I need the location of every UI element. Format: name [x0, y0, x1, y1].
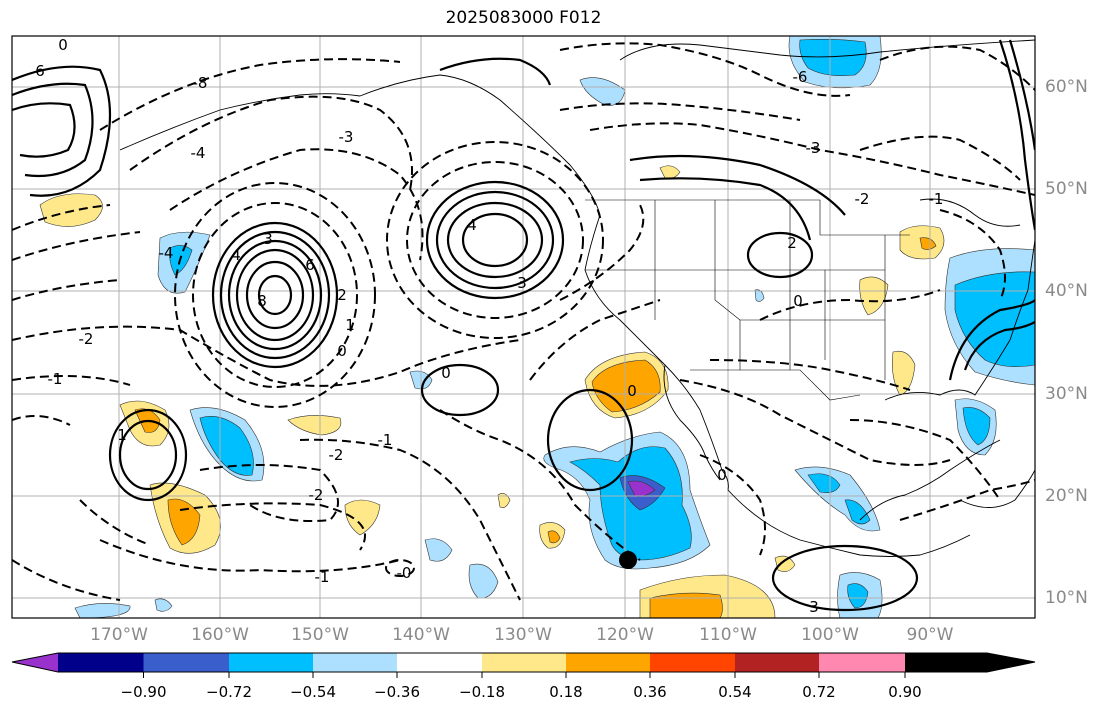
- colorbar-tick-label: 0.18: [549, 683, 583, 701]
- lat-label: 30°N: [1045, 384, 1088, 404]
- contour-label: -2: [79, 330, 94, 348]
- graticule: [12, 36, 1035, 618]
- contour-label: 4: [467, 216, 477, 234]
- lon-label: 150°W: [291, 625, 349, 645]
- contour-label: 1: [117, 426, 127, 444]
- colorbar-tick-label: 0.90: [888, 683, 922, 701]
- contour-label: -2: [329, 446, 344, 464]
- contour-label: 8: [257, 292, 267, 310]
- contour-label: 3: [809, 598, 819, 616]
- lon-label: 120°W: [596, 625, 654, 645]
- lat-label: 20°N: [1045, 486, 1088, 506]
- contour-label: 0: [717, 466, 727, 484]
- contour-label: 4: [231, 246, 241, 264]
- contour-label: 0: [627, 382, 637, 400]
- colorbar-tick-label: 0.36: [633, 683, 667, 701]
- shaded-anomalies: [39, 36, 1035, 618]
- colorbar-extend-high: [905, 653, 1035, 672]
- contour-label: -1: [378, 431, 393, 449]
- contour-label: -6: [793, 68, 808, 86]
- positive-contours: [12, 39, 1035, 612]
- contour-label: -3: [806, 139, 821, 157]
- contour-labels: 8 6 4 3 2 1 0 -1 -2 -3 -4 -6 -8 0 3 4 6 …: [35, 36, 943, 616]
- lon-label: 160°W: [191, 625, 249, 645]
- contour-label: 0: [337, 342, 347, 360]
- contour-label: -2: [855, 190, 870, 208]
- contour-label: 6: [305, 256, 315, 274]
- contour-label: 2: [337, 286, 347, 304]
- state-borders: [585, 199, 910, 401]
- lat-label: 60°N: [1045, 77, 1088, 97]
- contour-label: 3: [517, 274, 527, 292]
- colorbar-tick-label: −0.18: [459, 683, 505, 701]
- colorbar-bin: [229, 653, 313, 672]
- colorbar-bin: [735, 653, 819, 672]
- contour-label: 0: [793, 292, 803, 310]
- lat-label: 40°N: [1045, 281, 1088, 301]
- colorbar-bin: [650, 653, 735, 672]
- contour-label: 0: [58, 36, 68, 54]
- contour-label: 6: [35, 62, 45, 80]
- colorbar-bin: [58, 653, 144, 672]
- negative-contours: [12, 42, 1035, 601]
- contour-label: -4: [159, 244, 174, 262]
- storm-center-marker: [619, 551, 637, 569]
- lon-label: 110°W: [699, 625, 757, 645]
- colorbar-bin: [397, 653, 482, 672]
- contour-label: 1: [345, 316, 355, 334]
- contour-label: 3: [263, 230, 273, 248]
- contour-label: -1: [48, 370, 63, 388]
- lon-label: 100°W: [801, 625, 859, 645]
- colorbar-tick-label: −0.36: [374, 683, 420, 701]
- contour-label: -2: [309, 486, 324, 504]
- contour-label: 2: [787, 234, 797, 252]
- colorbar-tick-label: −0.72: [206, 683, 252, 701]
- map-title: 2025083000 F012: [445, 8, 602, 28]
- lon-label: 90°W: [906, 625, 954, 645]
- contour-label: -4: [191, 144, 206, 162]
- colorbar-bin: [482, 653, 566, 672]
- lat-label: 50°N: [1045, 179, 1088, 199]
- colorbar-tick-label: −0.90: [120, 683, 167, 701]
- coastlines: [119, 39, 1035, 557]
- lon-label: 170°W: [90, 625, 148, 645]
- colorbar-tick-label: 0.54: [718, 683, 752, 701]
- colorbar-bin: [819, 653, 905, 672]
- contour-label: -1: [929, 190, 944, 208]
- contour-label: -1: [315, 568, 330, 586]
- colorbar-bin: [566, 653, 650, 672]
- lon-label: 140°W: [392, 625, 450, 645]
- colorbar-extend-low: [12, 653, 58, 672]
- colorbar-bin: [143, 653, 229, 672]
- colorbar: [11, 652, 1036, 678]
- colorbar-tick-label: 0.72: [802, 683, 836, 701]
- contour-label: -0: [397, 564, 412, 582]
- contour-label: -3: [339, 128, 354, 146]
- lat-label: 10°N: [1045, 588, 1088, 608]
- lon-label: 130°W: [494, 625, 552, 645]
- contour-label: 0: [441, 364, 451, 382]
- map-frame: [11, 35, 1036, 619]
- colorbar-tick-label: −0.54: [290, 683, 336, 701]
- contour-label: -8: [193, 74, 208, 92]
- colorbar-bin: [313, 653, 397, 672]
